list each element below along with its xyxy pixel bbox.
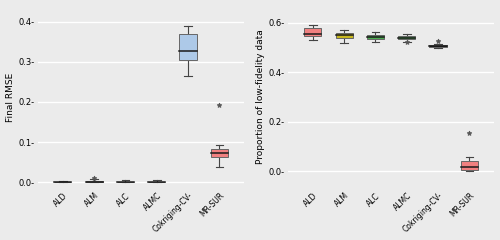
Bar <box>367 35 384 39</box>
Bar <box>430 45 446 47</box>
Y-axis label: Final RMSE: Final RMSE <box>6 72 15 122</box>
Bar <box>211 149 228 157</box>
Bar <box>117 181 134 182</box>
Bar <box>398 36 415 39</box>
Bar <box>336 33 352 38</box>
Bar <box>180 35 196 60</box>
Y-axis label: Proportion of low-fidelity data: Proportion of low-fidelity data <box>256 30 264 164</box>
Bar <box>86 181 102 182</box>
Bar <box>461 161 478 170</box>
Bar <box>304 28 322 36</box>
